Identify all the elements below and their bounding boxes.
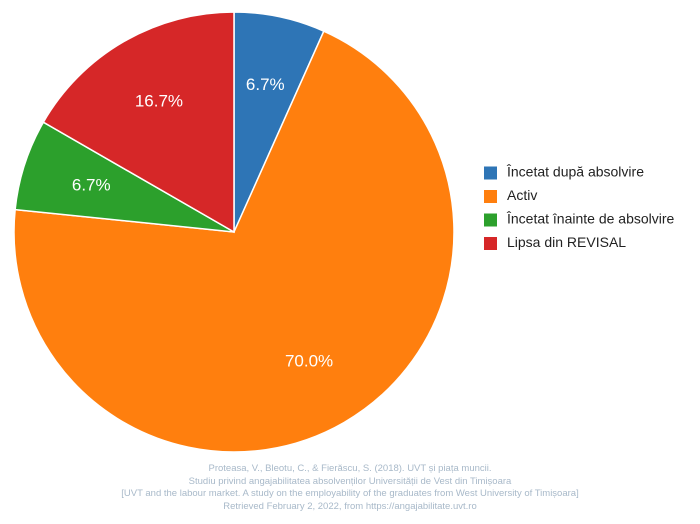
slice-value-label: 70.0% [285,351,333,370]
citation-line-4: Retrieved February 2, 2022, from https:/… [223,500,477,512]
legend-swatch [484,166,497,180]
legend-swatch [484,213,497,227]
legend-label: Încetat după absolvire [506,164,644,180]
slice-value-label: 6.7% [246,75,285,94]
source-citation: Proteasa, V., Bleotu, C., & Fierăscu, S.… [0,463,700,513]
slice-value-label: 16.7% [135,92,183,111]
citation-line-1: Proteasa, V., Bleotu, C., & Fierăscu, S.… [208,463,492,474]
pie-slice [42,11,235,234]
legend-label: Încetat înainte de absolvire [506,211,675,227]
legend: Încetat după absolvire Activ Încetat înain… [484,164,675,250]
legend-label: Lipsa din REVISAL [507,234,626,250]
slice-value-label: 6.7% [72,175,111,194]
citation-line-3: [UVT and the labour market. A study on t… [121,488,579,499]
pie-slices [13,11,455,453]
citation-line-2: Studiu privind angajabilitatea absolvenț… [188,475,512,487]
legend-swatch [484,190,497,203]
legend-label: Activ [507,187,537,203]
pie-slice [13,30,455,453]
legend-swatch [484,237,497,250]
pie-chart: 6.7% 70.0% 6.7% 16.7% Încetat după absolvir… [13,11,675,453]
pie-slice-labels: 6.7% 70.0% 6.7% 16.7% [72,75,333,371]
